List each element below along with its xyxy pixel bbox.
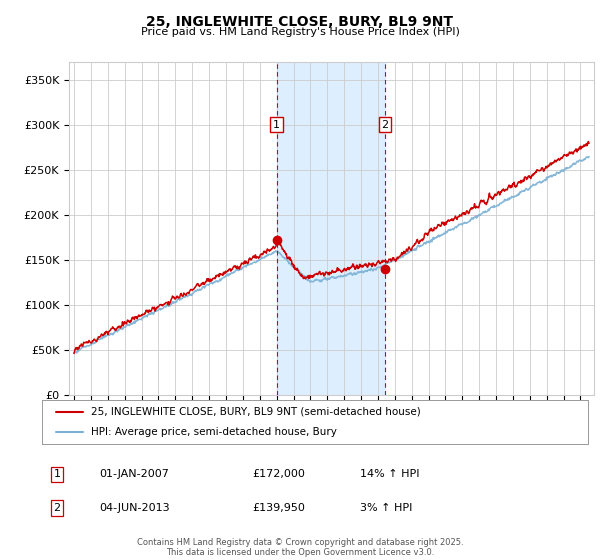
- Text: Contains HM Land Registry data © Crown copyright and database right 2025.
This d: Contains HM Land Registry data © Crown c…: [137, 538, 463, 557]
- Text: 2: 2: [382, 120, 389, 129]
- Text: 01-JAN-2007: 01-JAN-2007: [99, 469, 169, 479]
- Text: 14% ↑ HPI: 14% ↑ HPI: [360, 469, 419, 479]
- Text: £172,000: £172,000: [252, 469, 305, 479]
- Text: 1: 1: [53, 469, 61, 479]
- Text: 04-JUN-2013: 04-JUN-2013: [99, 503, 170, 513]
- Text: 3% ↑ HPI: 3% ↑ HPI: [360, 503, 412, 513]
- Text: HPI: Average price, semi-detached house, Bury: HPI: Average price, semi-detached house,…: [91, 427, 337, 437]
- Text: Price paid vs. HM Land Registry's House Price Index (HPI): Price paid vs. HM Land Registry's House …: [140, 27, 460, 37]
- Text: £139,950: £139,950: [252, 503, 305, 513]
- Bar: [277, 62, 385, 395]
- Text: 1: 1: [273, 120, 280, 129]
- Text: 25, INGLEWHITE CLOSE, BURY, BL9 9NT (semi-detached house): 25, INGLEWHITE CLOSE, BURY, BL9 9NT (sem…: [91, 407, 421, 417]
- Text: 25, INGLEWHITE CLOSE, BURY, BL9 9NT: 25, INGLEWHITE CLOSE, BURY, BL9 9NT: [146, 15, 454, 29]
- Text: 2: 2: [53, 503, 61, 513]
